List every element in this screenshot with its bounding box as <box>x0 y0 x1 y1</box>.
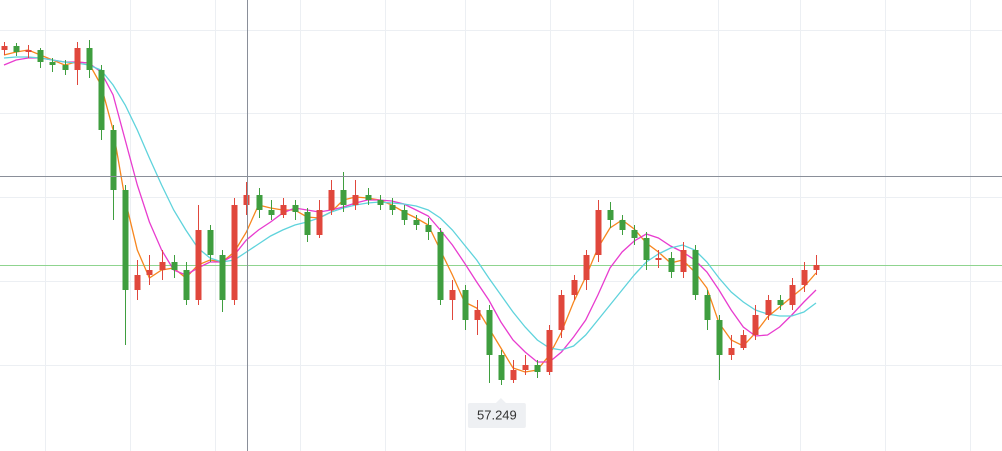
candle-body <box>13 46 20 52</box>
candle-body <box>486 310 493 355</box>
candle-body <box>449 290 456 300</box>
candle-body <box>304 212 311 235</box>
candle-body <box>292 205 299 212</box>
candle-body <box>740 335 747 348</box>
candle-body <box>25 50 32 52</box>
candle-body <box>498 355 505 380</box>
candle-body <box>474 310 481 320</box>
candle-body <box>377 200 384 205</box>
candle-body <box>765 300 772 315</box>
candle-body <box>316 210 323 235</box>
candle-body <box>777 300 784 305</box>
candle-body <box>462 290 469 320</box>
candle-body <box>280 205 287 215</box>
candle-body <box>692 250 699 295</box>
candle-body <box>425 225 432 232</box>
candle-body <box>183 270 190 300</box>
low-label-box <box>467 403 526 428</box>
candle-body <box>655 258 662 260</box>
candle-body <box>243 195 250 205</box>
candle-body <box>752 315 759 335</box>
candle-body <box>631 230 638 238</box>
candle-body <box>134 275 141 290</box>
candle-body <box>534 365 541 372</box>
candle-body <box>401 210 408 220</box>
candle-body <box>352 195 359 205</box>
candle-body <box>510 370 517 380</box>
candle-body <box>607 210 614 220</box>
candle-body <box>546 330 553 372</box>
candle-body <box>1 46 8 50</box>
candle-body <box>146 270 153 275</box>
candle-body <box>231 205 238 300</box>
candle-body <box>37 50 44 62</box>
candle-body <box>207 230 214 255</box>
horizontal-grid <box>0 30 1002 366</box>
candle-body <box>437 232 444 300</box>
candle-body <box>728 348 735 355</box>
candle-body <box>62 65 69 70</box>
candle-body <box>122 190 129 290</box>
candle-body <box>813 265 820 270</box>
candle-body <box>583 255 590 280</box>
candle-body <box>159 262 166 270</box>
candle-body <box>365 195 372 200</box>
candle-body <box>716 320 723 355</box>
candle-body <box>340 190 347 205</box>
low-label: 57.249 <box>477 407 517 422</box>
candle-body <box>256 195 263 210</box>
overlay: 57.249 <box>467 398 526 428</box>
candle-body <box>195 230 202 300</box>
candle-body <box>789 285 796 305</box>
candle-body <box>74 48 81 70</box>
candle-body <box>680 250 687 272</box>
moving-average <box>3 56 817 351</box>
candle-body <box>643 238 650 260</box>
candle-body <box>110 130 117 190</box>
candle-body <box>49 62 56 65</box>
candle-body <box>619 220 626 230</box>
candle-body <box>595 210 602 255</box>
candle-body <box>558 295 565 330</box>
candle-body <box>328 190 335 210</box>
candle-body <box>668 258 675 272</box>
candle-body <box>413 220 420 225</box>
candle-body <box>571 280 578 295</box>
vertical-grid <box>45 0 971 451</box>
candle-body <box>219 255 226 300</box>
candle-body <box>86 48 93 70</box>
candle-body <box>268 210 275 215</box>
candle-body <box>389 205 396 210</box>
candle-body <box>704 295 711 320</box>
candle-body <box>98 70 105 130</box>
candles <box>1 40 820 385</box>
low-label-pointer <box>495 398 506 403</box>
candle-body <box>801 270 808 285</box>
candle-body <box>522 365 529 370</box>
candle-body <box>171 262 178 270</box>
